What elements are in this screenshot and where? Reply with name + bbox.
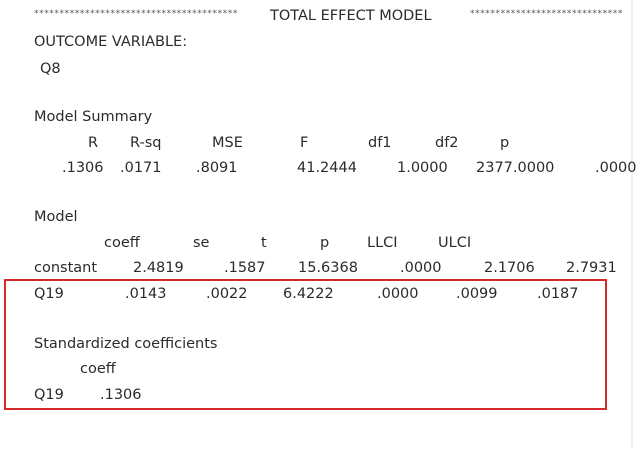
column-header: se bbox=[193, 235, 210, 251]
column-header: coeff bbox=[104, 235, 141, 251]
table-cell: 15.6368 bbox=[298, 260, 358, 276]
table-cell: 2.4819 bbox=[133, 260, 184, 276]
table-cell: .0187 bbox=[537, 286, 579, 302]
outcome-label: OUTCOME VARIABLE: bbox=[34, 34, 187, 50]
column-header: p bbox=[320, 235, 329, 251]
banner-title: TOTAL EFFECT MODEL bbox=[269, 8, 432, 24]
table-cell: .0171 bbox=[120, 160, 162, 176]
table-cell: 6.4222 bbox=[283, 286, 334, 302]
table-cell: 2377.0000 bbox=[476, 160, 554, 176]
banner-stars: **************************************** bbox=[34, 9, 238, 19]
table-cell: .0022 bbox=[206, 286, 248, 302]
table-cell: .8091 bbox=[196, 160, 238, 176]
column-header: t bbox=[261, 235, 267, 251]
column-header: LLCI bbox=[367, 235, 398, 251]
column-header: df2 bbox=[435, 135, 459, 151]
table-cell: 2.1706 bbox=[484, 260, 535, 276]
table-cell: Q19 bbox=[34, 387, 64, 403]
table-cell: .0000 bbox=[400, 260, 442, 276]
table-cell: .1587 bbox=[224, 260, 266, 276]
column-header: F bbox=[300, 135, 308, 151]
table-cell: 41.2444 bbox=[297, 160, 357, 176]
column-header: p bbox=[500, 135, 509, 151]
table-cell: .0143 bbox=[125, 286, 167, 302]
table-cell: .0000 bbox=[595, 160, 637, 176]
column-header: coeff bbox=[80, 361, 117, 377]
banner-stars: ****************************** bbox=[470, 9, 623, 19]
table-cell: 1.0000 bbox=[397, 160, 448, 176]
section-title: Model Summary bbox=[34, 109, 153, 125]
column-header: df1 bbox=[368, 135, 392, 151]
section-title: Model bbox=[34, 209, 78, 225]
highlight-box bbox=[4, 279, 607, 410]
table-cell: .0099 bbox=[456, 286, 498, 302]
column-header: R-sq bbox=[130, 135, 161, 151]
column-header: R bbox=[88, 135, 98, 151]
table-cell: 2.7931 bbox=[566, 260, 617, 276]
column-header: ULCI bbox=[438, 235, 471, 251]
column-header: MSE bbox=[212, 135, 243, 151]
table-cell: .0000 bbox=[377, 286, 419, 302]
table-cell: .1306 bbox=[62, 160, 104, 176]
table-cell: .1306 bbox=[100, 387, 142, 403]
section-title: Standardized coefficients bbox=[34, 336, 217, 352]
table-cell: constant bbox=[34, 260, 97, 276]
outcome-value: Q8 bbox=[40, 61, 61, 77]
table-cell: Q19 bbox=[34, 286, 64, 302]
